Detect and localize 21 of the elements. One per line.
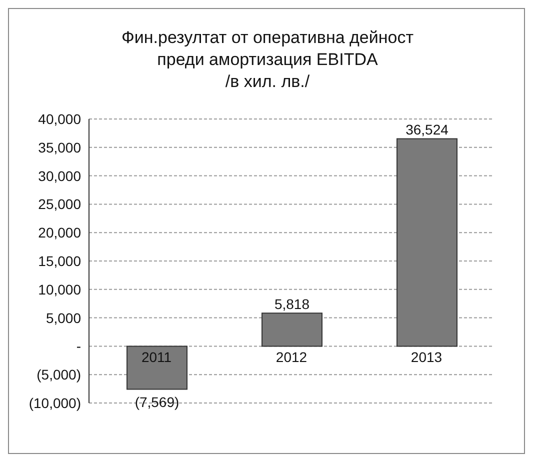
y-tick-label: 20,000 <box>38 224 82 241</box>
x-tick-label: 2011 <box>141 349 172 366</box>
bar <box>126 346 188 390</box>
data-label: (7,569) <box>134 394 180 410</box>
y-tick-label: - <box>76 338 82 354</box>
data-label: 36,524 <box>406 122 449 138</box>
bar <box>396 138 458 347</box>
y-tick-label: 40,000 <box>38 110 82 127</box>
y-tick-label: 25,000 <box>38 196 82 212</box>
data-label: 5,818 <box>274 296 310 312</box>
y-tick-label: (10,000) <box>28 394 81 411</box>
x-tick-label: 2012 <box>276 349 308 366</box>
y-tick-label: 5,000 <box>46 310 82 326</box>
y-tick-label: 10,000 <box>38 281 82 298</box>
y-tick-label: (5,000) <box>36 366 81 383</box>
chart-title: Фин.резултат от оперативна дейност преди амортизация EBITDA /в хил. лв./ <box>120 27 415 93</box>
y-tick-label: 30,000 <box>38 168 82 184</box>
y-tick-label: 35,000 <box>38 139 82 156</box>
bar <box>262 312 322 347</box>
x-tick-label: 2013 <box>410 349 442 366</box>
y-tick-label: 15,000 <box>38 252 82 269</box>
